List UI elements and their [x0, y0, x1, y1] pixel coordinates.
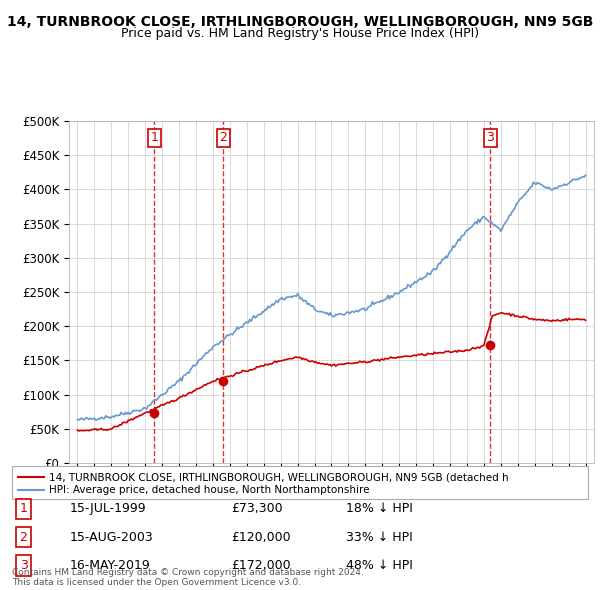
Text: 14, TURNBROOK CLOSE, IRTHLINGBOROUGH, WELLINGBOROUGH, NN9 5GB: 14, TURNBROOK CLOSE, IRTHLINGBOROUGH, WE…: [7, 15, 593, 29]
Text: 2: 2: [20, 530, 28, 543]
Text: 48% ↓ HPI: 48% ↓ HPI: [346, 559, 413, 572]
Text: 15-AUG-2003: 15-AUG-2003: [70, 530, 154, 543]
Text: 14, TURNBROOK CLOSE, IRTHLINGBOROUGH, WELLINGBOROUGH, NN9 5GB (detached h: 14, TURNBROOK CLOSE, IRTHLINGBOROUGH, WE…: [49, 473, 509, 483]
Text: 33% ↓ HPI: 33% ↓ HPI: [346, 530, 413, 543]
Text: Contains HM Land Registry data © Crown copyright and database right 2024.
This d: Contains HM Land Registry data © Crown c…: [12, 568, 364, 587]
Text: £120,000: £120,000: [231, 530, 290, 543]
Text: 2: 2: [220, 131, 227, 144]
Text: 1: 1: [151, 131, 158, 144]
Text: HPI: Average price, detached house, North Northamptonshire: HPI: Average price, detached house, Nort…: [49, 486, 370, 496]
Text: Price paid vs. HM Land Registry's House Price Index (HPI): Price paid vs. HM Land Registry's House …: [121, 27, 479, 40]
Text: 18% ↓ HPI: 18% ↓ HPI: [346, 502, 413, 515]
Text: 3: 3: [486, 131, 494, 144]
Text: 15-JUL-1999: 15-JUL-1999: [70, 502, 146, 515]
Text: 3: 3: [20, 559, 28, 572]
Text: £172,000: £172,000: [231, 559, 290, 572]
Text: 16-MAY-2019: 16-MAY-2019: [70, 559, 151, 572]
Text: 1: 1: [20, 502, 28, 515]
Text: £73,300: £73,300: [231, 502, 283, 515]
FancyBboxPatch shape: [12, 466, 588, 499]
